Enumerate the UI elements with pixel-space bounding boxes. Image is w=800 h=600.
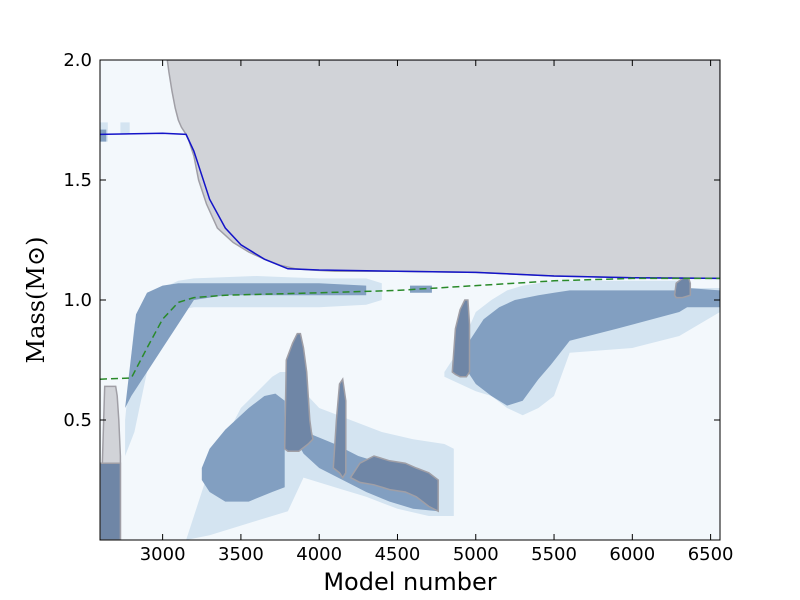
y-axis-label: Mass(M⊙) <box>22 237 50 364</box>
region-conv-13 <box>451 299 471 378</box>
region-conv-14 <box>673 277 692 299</box>
y-tick-label-1.5: 1.5 <box>63 170 92 191</box>
region-conv-11 <box>283 332 314 452</box>
x-axis-ticks: 3000 3500 4000 4500 5000 5500 6000 6500 <box>140 60 734 565</box>
x-tick-label-3000: 3000 <box>140 544 186 565</box>
x-tick-label-6500: 6500 <box>688 544 734 565</box>
region-dark-6 <box>453 288 720 406</box>
y-tick-label-2: 2.0 <box>63 50 92 71</box>
region-dark-8 <box>100 129 107 142</box>
series-lines <box>100 132 720 380</box>
x-tick-label-5000: 5000 <box>453 544 499 565</box>
x-tick-label-3500: 3500 <box>218 544 264 565</box>
series-line-solid-0 <box>100 132 720 280</box>
region-dark-1 <box>125 283 367 408</box>
x-tick-label-5500: 5500 <box>531 544 577 565</box>
y-tick-label-0.5: 0.5 <box>63 410 92 431</box>
region-light-9 <box>120 122 130 135</box>
series-line-dashed-1 <box>100 277 720 380</box>
region-conv-16 <box>100 462 122 540</box>
x-tick-label-6000: 6000 <box>609 544 655 565</box>
zone-regions <box>100 60 720 540</box>
region-dark-3 <box>201 393 285 502</box>
x-tick-label-4000: 4000 <box>296 544 342 565</box>
region-conv-12 <box>332 377 347 479</box>
y-tick-label-1: 1.0 <box>63 290 92 311</box>
region-grey-17 <box>166 60 720 280</box>
region-conv-18 <box>349 455 439 513</box>
x-tick-label-4500: 4500 <box>375 544 421 565</box>
y-axis-ticks: 0.5 1.0 1.5 2.0 <box>63 50 720 431</box>
x-axis-label: Model number <box>323 568 496 596</box>
